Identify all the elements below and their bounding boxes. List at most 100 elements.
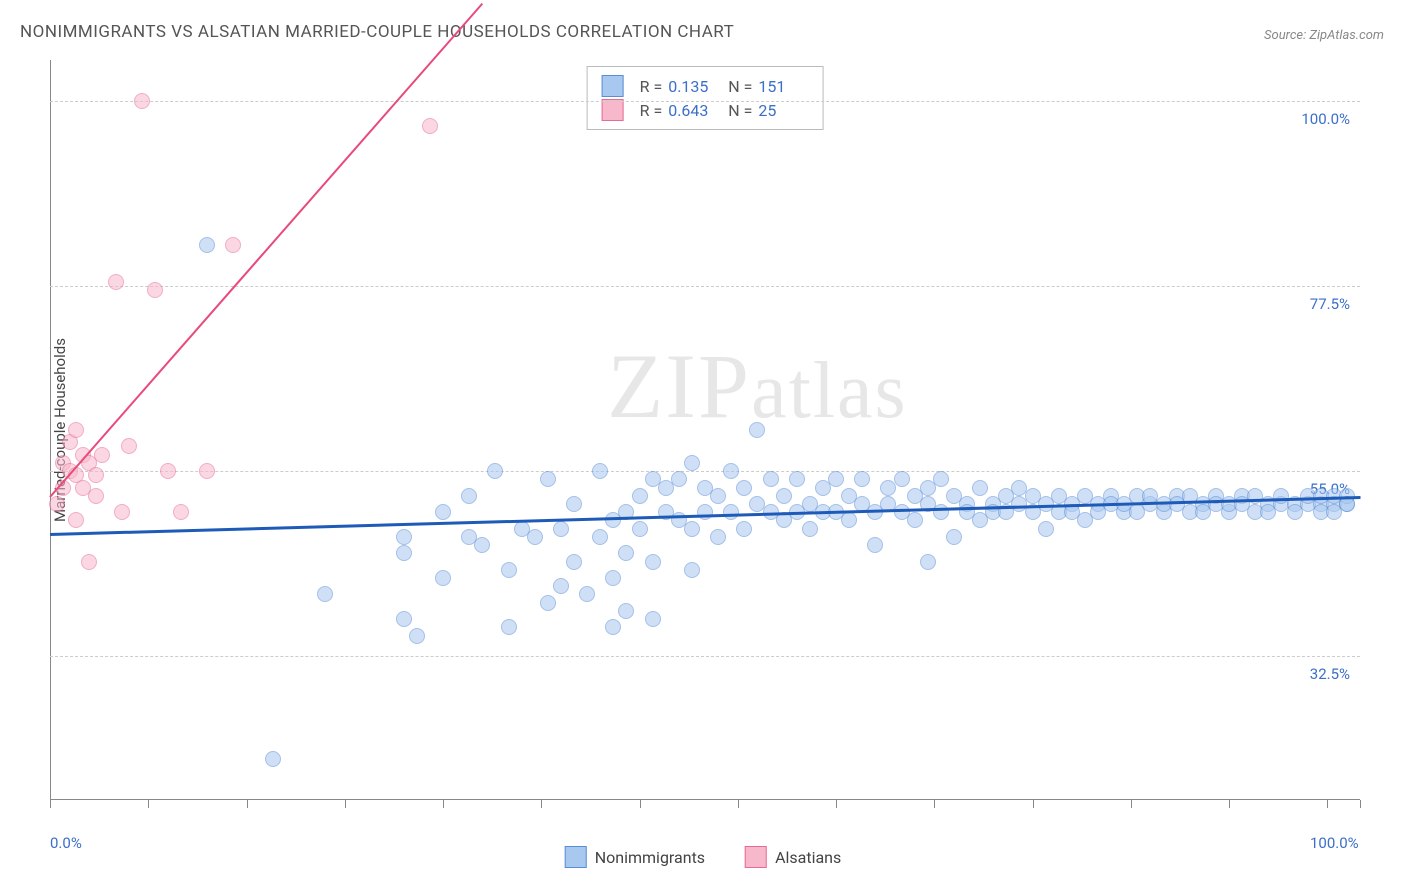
y-tick-label: 32.5% [1310, 665, 1350, 683]
scatter-point [592, 463, 608, 479]
scatter-point [671, 471, 687, 487]
scatter-point [854, 471, 870, 487]
scatter-point [920, 554, 936, 570]
x-tick [1131, 800, 1132, 808]
scatter-point [68, 422, 84, 438]
scatter-point [435, 570, 451, 586]
legend-item-alsatians: Alsatians [745, 846, 841, 868]
gridline [50, 101, 1360, 102]
legend-swatch-nonimmigrants [565, 846, 587, 868]
chart-title: NONIMMIGRANTS VS ALSATIAN MARRIED-COUPLE… [20, 22, 734, 42]
scatter-point [160, 463, 176, 479]
scatter-point [199, 463, 215, 479]
x-tick [1033, 800, 1034, 808]
scatter-point [94, 447, 110, 463]
scatter-point [592, 529, 608, 545]
scatter-point [199, 237, 215, 253]
legend-label: Alsatians [775, 848, 841, 867]
scatter-point [710, 529, 726, 545]
r-label: R = [640, 77, 663, 96]
scatter-point [435, 504, 451, 520]
scatter-point [108, 274, 124, 290]
scatter-point [684, 455, 700, 471]
scatter-point [68, 512, 84, 528]
x-tick [738, 800, 739, 808]
scatter-point [487, 463, 503, 479]
scatter-point [946, 529, 962, 545]
scatter-point [474, 537, 490, 553]
scatter-point [736, 521, 752, 537]
scatter-point [553, 578, 569, 594]
gridline [50, 286, 1360, 287]
source-label: Source: ZipAtlas.com [1264, 28, 1384, 43]
scatter-point [632, 488, 648, 504]
scatter-point [540, 595, 556, 611]
scatter-point [134, 93, 150, 109]
scatter-point [802, 521, 818, 537]
scatter-point [540, 471, 556, 487]
scatter-point [396, 545, 412, 561]
plot-area: Married-couple Households ZIPatlas R = 0… [50, 60, 1360, 800]
scatter-point [632, 521, 648, 537]
r-value: 0.643 [668, 101, 718, 120]
x-tick [443, 800, 444, 808]
scatter-point [265, 751, 281, 767]
gridline [50, 656, 1360, 657]
scatter-point [933, 504, 949, 520]
scatter-point [173, 504, 189, 520]
stats-row: R = 0.643 N = 25 [602, 99, 809, 121]
scatter-point [114, 504, 130, 520]
series-legend: Nonimmigrants Alsatians [565, 846, 842, 868]
scatter-point [422, 118, 438, 134]
x-tick [1327, 800, 1328, 808]
scatter-point [723, 504, 739, 520]
scatter-point [684, 521, 700, 537]
scatter-point [49, 496, 65, 512]
scatter-point [776, 488, 792, 504]
x-tick [247, 800, 248, 808]
scatter-point [566, 554, 582, 570]
x-tick [836, 800, 837, 808]
trendline [49, 3, 483, 498]
scatter-point [933, 471, 949, 487]
gridline [50, 471, 1360, 472]
legend-label: Nonimmigrants [595, 848, 705, 867]
scatter-point [566, 496, 582, 512]
scatter-point [723, 463, 739, 479]
scatter-point [972, 480, 988, 496]
n-label: N = [728, 101, 752, 120]
x-tick [1229, 800, 1230, 808]
scatter-point [645, 611, 661, 627]
scatter-point [618, 603, 634, 619]
n-value: 151 [758, 77, 808, 96]
x-tick [934, 800, 935, 808]
x-tick-label: 0.0% [50, 834, 82, 852]
legend-item-nonimmigrants: Nonimmigrants [565, 846, 705, 868]
n-label: N = [728, 77, 752, 96]
scatter-point [605, 570, 621, 586]
scatter-point [736, 480, 752, 496]
scatter-point [749, 422, 765, 438]
x-tick [50, 800, 51, 808]
scatter-point [828, 471, 844, 487]
scatter-point [317, 586, 333, 602]
x-tick [345, 800, 346, 808]
scatter-point [121, 438, 137, 454]
legend-swatch-alsatians [602, 99, 624, 121]
legend-swatch-alsatians [745, 846, 767, 868]
scatter-point [645, 554, 661, 570]
scatter-point [841, 512, 857, 528]
scatter-point [501, 562, 517, 578]
scatter-point [88, 467, 104, 483]
stats-legend: R = 0.135 N = 151 R = 0.643 N = 25 [587, 66, 824, 130]
y-tick-label: 77.5% [1310, 295, 1350, 313]
x-tick [541, 800, 542, 808]
scatter-point [697, 504, 713, 520]
x-tick [1360, 800, 1361, 808]
scatter-point [579, 586, 595, 602]
y-tick-label: 100.0% [1301, 110, 1350, 128]
n-value: 25 [758, 101, 808, 120]
r-label: R = [640, 101, 663, 120]
x-tick [148, 800, 149, 808]
scatter-point [1038, 521, 1054, 537]
